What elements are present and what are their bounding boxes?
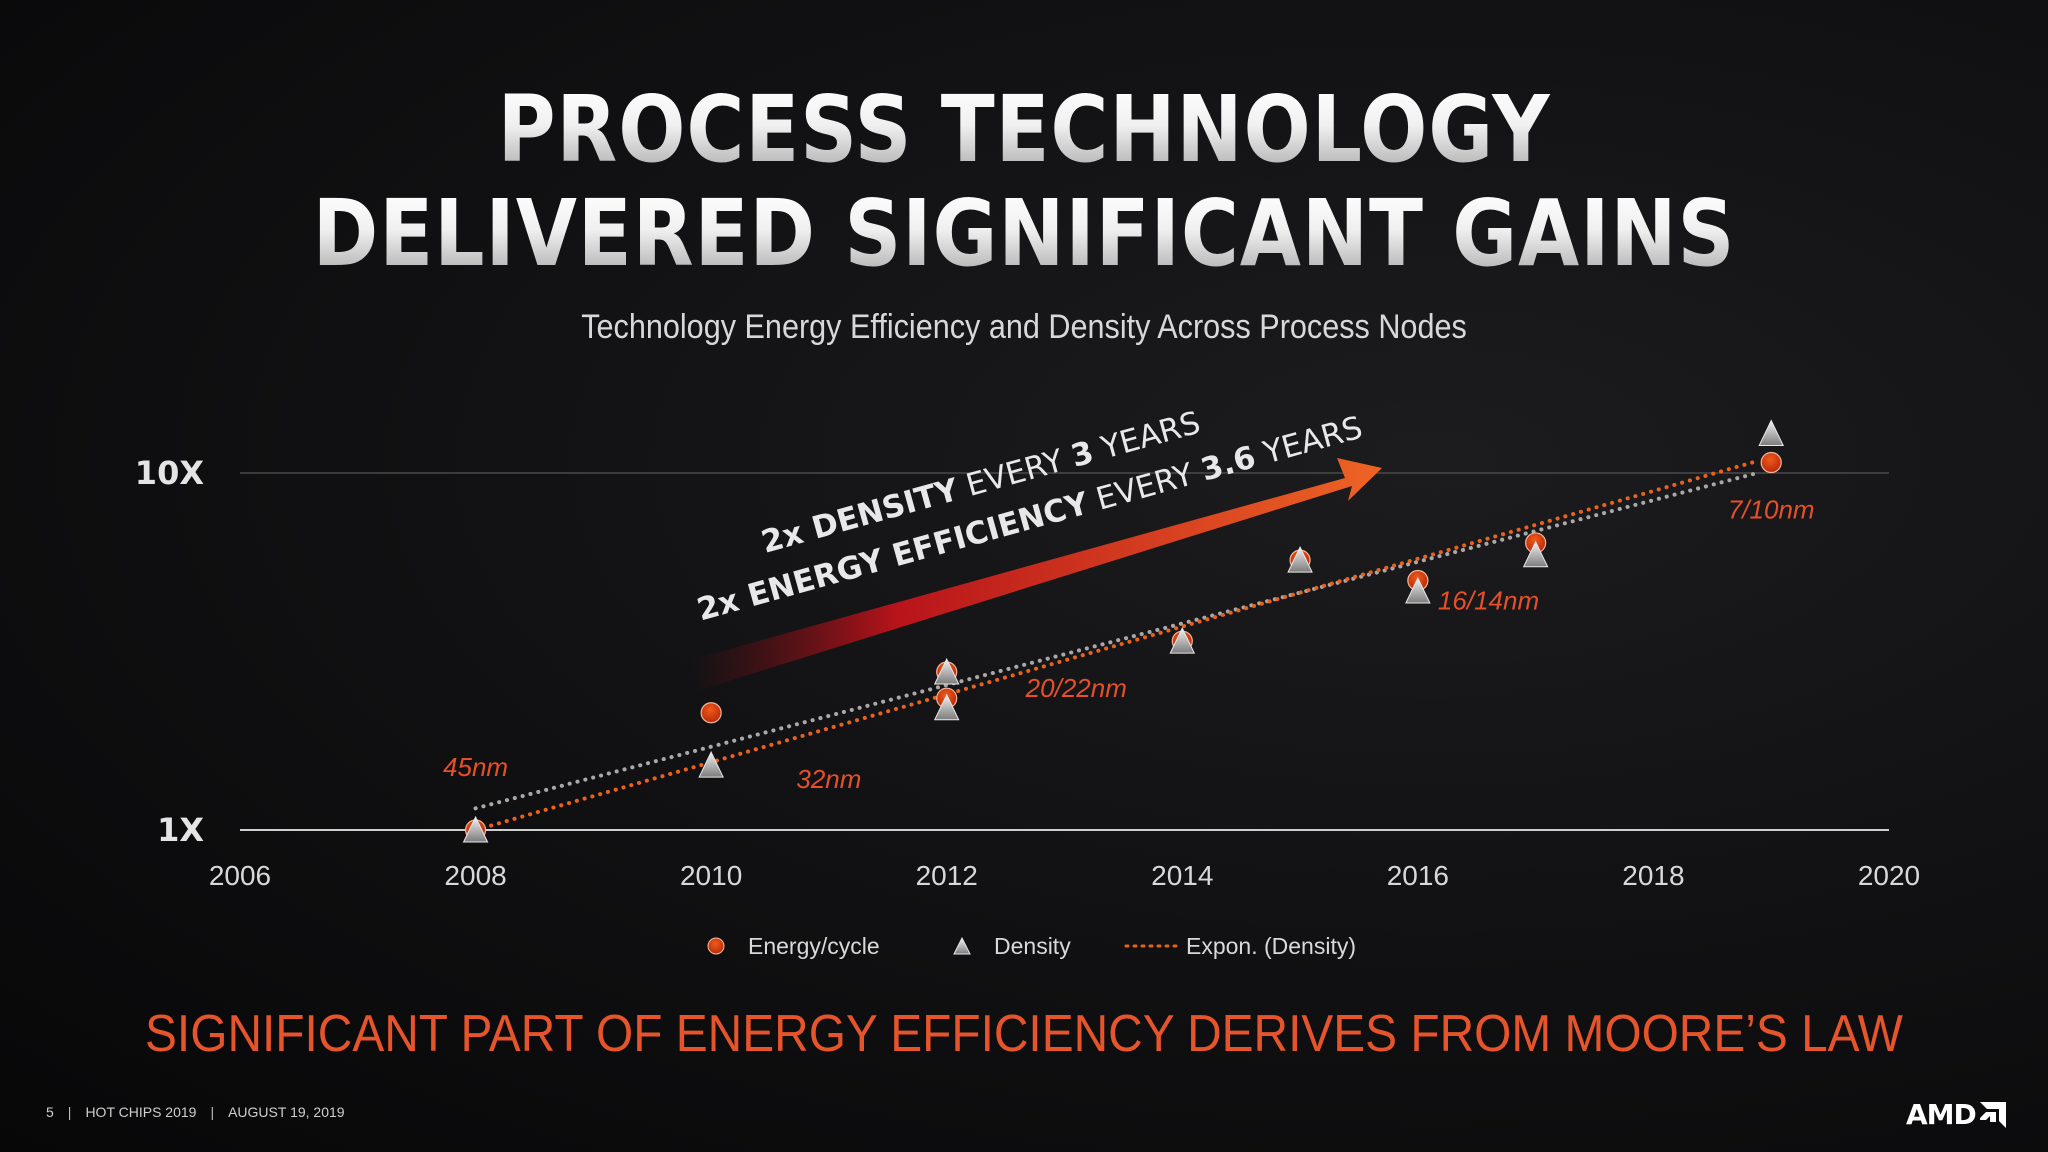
amd-logo: AMD (1906, 1098, 2006, 1131)
y-tick-label: 1X (157, 811, 204, 849)
node-label: 45nm (443, 752, 508, 782)
footer-separator: | (210, 1104, 215, 1120)
footer: 5 | HOT CHIPS 2019 | AUGUST 19, 2019 (46, 1104, 345, 1120)
x-tick-label: 2006 (209, 860, 271, 891)
node-label: 16/14nm (1438, 585, 1539, 615)
trend-arrow-shape (690, 458, 1382, 690)
trendlines (473, 459, 1760, 832)
tagline: SIGNIFICANT PART OF ENERGY EFFICIENCY DE… (145, 1005, 1903, 1063)
event-date: AUGUST 19, 2019 (228, 1104, 345, 1120)
footer-separator: | (67, 1104, 72, 1120)
energy-point (700, 702, 722, 724)
density-point (1758, 419, 1785, 447)
gridlines (240, 472, 1889, 831)
page-number: 5 (46, 1104, 54, 1120)
x-tick-label: 2016 (1387, 860, 1449, 891)
density-point (462, 815, 489, 843)
density-point (1169, 627, 1196, 654)
density-point (1405, 576, 1431, 604)
density-point (933, 657, 960, 685)
trend-arrow (690, 458, 1382, 690)
slide-title-line1: PROCESS TECHNOLOGY (143, 84, 1904, 176)
energy-point (1760, 451, 1782, 474)
event-name: HOT CHIPS 2019 (85, 1104, 197, 1120)
density-point (1522, 540, 1549, 568)
node-label: 7/10nm (1728, 495, 1815, 525)
legend-label: Density (994, 932, 1071, 959)
node-label: 20/22nm (1025, 673, 1127, 703)
chart-legend: Energy/cycle Density Expon. (Density) (0, 926, 2048, 966)
legend-trend: Expon. (Density) (1124, 926, 1356, 966)
triangle-marker-icon (953, 936, 971, 955)
trendline (473, 459, 1760, 832)
data-markers (462, 419, 1785, 843)
amd-arrow-icon (1979, 1101, 2006, 1128)
x-tick-label: 2012 (916, 860, 978, 891)
slide-title-line2: DELIVERED SIGNIFICANT GAINS (143, 188, 1904, 280)
x-tick-label: 2020 (1858, 860, 1920, 891)
x-tick-label: 2014 (1151, 860, 1213, 891)
trendline (473, 471, 1760, 811)
dotted-line-icon (1124, 944, 1184, 948)
density-point (933, 693, 960, 721)
x-tick-label: 2010 (680, 860, 742, 891)
chart-subtitle: Technology Energy Efficiency and Density… (581, 308, 1467, 346)
x-tick-label: 2008 (444, 860, 506, 891)
x-tick-label: 2018 (1622, 860, 1684, 891)
density-point (1287, 545, 1313, 573)
node-labels: 45nm 32nm 20/22nm 16/14nm 7/10nm (443, 495, 1815, 794)
circle-marker-icon (707, 937, 725, 955)
legend-label: Expon. (Density) (1186, 932, 1357, 959)
y-tick-label: 10X (135, 454, 205, 492)
logo-text: AMD (1906, 1098, 1977, 1131)
legend-label: Energy/cycle (748, 932, 880, 959)
y-axis-labels: 1X 10X (135, 454, 205, 849)
density-point (698, 750, 724, 778)
legend-energy: Energy/cycle (704, 926, 880, 966)
x-axis-labels: 2006 2008 2010 2012 2014 2016 2018 2020 (209, 860, 1920, 891)
legend-density: Density (950, 926, 1071, 966)
node-label: 32nm (796, 764, 861, 794)
